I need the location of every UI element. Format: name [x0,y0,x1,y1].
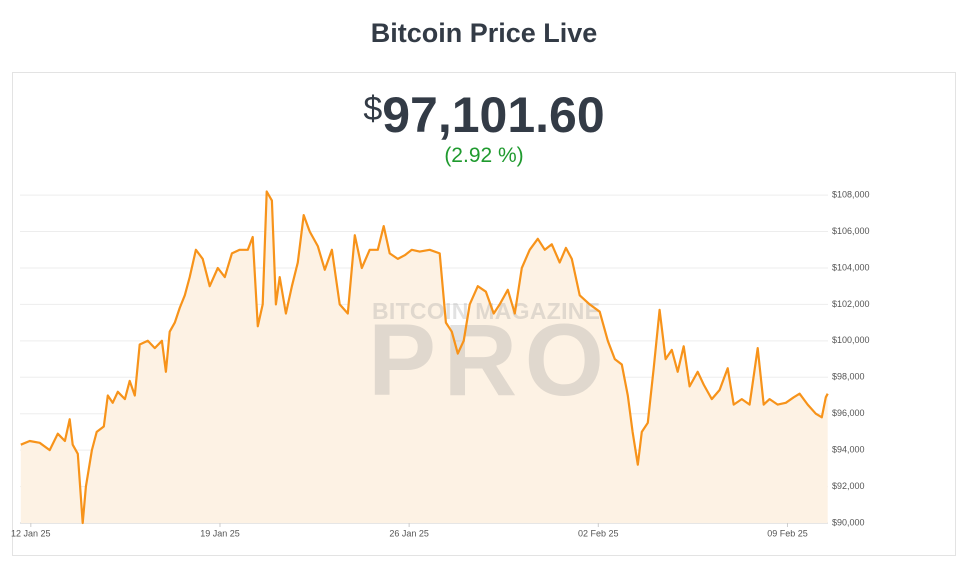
y-tick-label: $100,000 [832,335,870,345]
price-change: (2.92 %) [444,144,524,167]
x-tick-label: 02 Feb 25 [578,528,619,538]
y-tick-label: $106,000 [832,226,870,236]
currency: $ [363,90,383,128]
y-tick-label: $92,000 [832,481,865,491]
y-tick-label: $94,000 [832,445,865,455]
x-tick-label: 09 Feb 25 [767,528,808,538]
y-tick-label: $102,000 [832,299,870,309]
y-tick-label: $104,000 [832,262,870,272]
y-tick-label: $96,000 [832,408,865,418]
x-tick-label: 26 Jan 25 [389,528,429,538]
y-tick-label: $90,000 [832,517,865,527]
y-tick-label: $98,000 [832,372,865,382]
price: $97,101.60 [0,86,968,144]
x-tick-label: 12 Jan 25 [11,528,51,538]
chart-card [12,72,956,556]
page-title: Bitcoin Price Live [370,18,598,48]
y-tick-label: $108,000 [832,189,870,199]
price-value: 97,101.60 [382,87,605,143]
watermark-top: BITCOIN MAGAZINE [372,298,600,324]
line [20,190,829,525]
x-tick-label: 19 Jan 25 [200,528,240,538]
watermark-main: PRO [368,303,604,417]
